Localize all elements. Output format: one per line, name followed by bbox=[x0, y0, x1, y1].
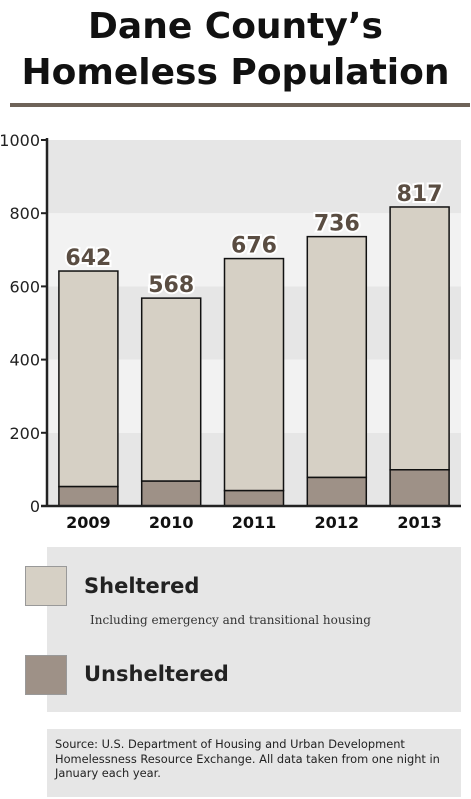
bar-unsheltered-2010 bbox=[140, 480, 202, 507]
title-line-1: Dane County’s bbox=[88, 6, 383, 47]
legend-note-sheltered: Including emergency and transitional hou… bbox=[90, 613, 371, 627]
y-tick-label: 600 bbox=[9, 277, 40, 296]
bar-sheltered-2010 bbox=[140, 297, 202, 482]
legend-swatch-unsheltered bbox=[25, 655, 67, 695]
y-tick-label: 0 bbox=[30, 497, 40, 516]
y-tick-label: 200 bbox=[9, 424, 40, 443]
value-label-2011: 676 bbox=[231, 234, 277, 259]
title-divider bbox=[10, 103, 470, 107]
x-tick-label-2010: 2010 bbox=[149, 513, 194, 532]
bar-sheltered-2009 bbox=[58, 270, 119, 488]
value-label-2010: 568 bbox=[148, 273, 194, 298]
legend-label-sheltered: Sheltered bbox=[84, 574, 200, 598]
title-line-2: Homeless Population bbox=[21, 52, 450, 93]
legend-swatch-sheltered bbox=[25, 566, 67, 606]
value-label-2012: 736 bbox=[314, 212, 360, 237]
bar-sheltered-2012 bbox=[306, 235, 368, 479]
bar-sheltered-2013 bbox=[389, 206, 450, 471]
legend-label-unsheltered: Unsheltered bbox=[84, 662, 229, 686]
source-note: Source: U.S. Department of Housing and U… bbox=[55, 737, 440, 780]
chart-title: Dane County’s Homeless Population bbox=[0, 4, 471, 96]
y-tick-label: 1000 bbox=[0, 131, 40, 150]
y-tick-label: 800 bbox=[9, 204, 40, 223]
value-label-2009: 642 bbox=[65, 246, 111, 271]
bar-chart: 0 200 400 600 800 1000 642 2009 568 2010 676 2011 73… bbox=[0, 131, 461, 532]
x-tick-label-2013: 2013 bbox=[397, 513, 442, 532]
bar-unsheltered-2009 bbox=[58, 485, 119, 507]
legend-panel bbox=[47, 547, 461, 712]
bar-unsheltered-2013 bbox=[389, 469, 450, 507]
x-tick-label-2011: 2011 bbox=[232, 513, 277, 532]
bar-unsheltered-2011 bbox=[223, 489, 285, 507]
y-tick-label: 400 bbox=[9, 351, 40, 370]
x-tick-label-2009: 2009 bbox=[66, 513, 111, 532]
value-label-2013: 817 bbox=[397, 182, 443, 207]
x-tick-label-2012: 2012 bbox=[315, 513, 360, 532]
bar-sheltered-2011 bbox=[223, 257, 285, 492]
source-panel bbox=[47, 729, 461, 797]
bar-unsheltered-2012 bbox=[306, 476, 368, 507]
grid-band bbox=[47, 140, 461, 214]
